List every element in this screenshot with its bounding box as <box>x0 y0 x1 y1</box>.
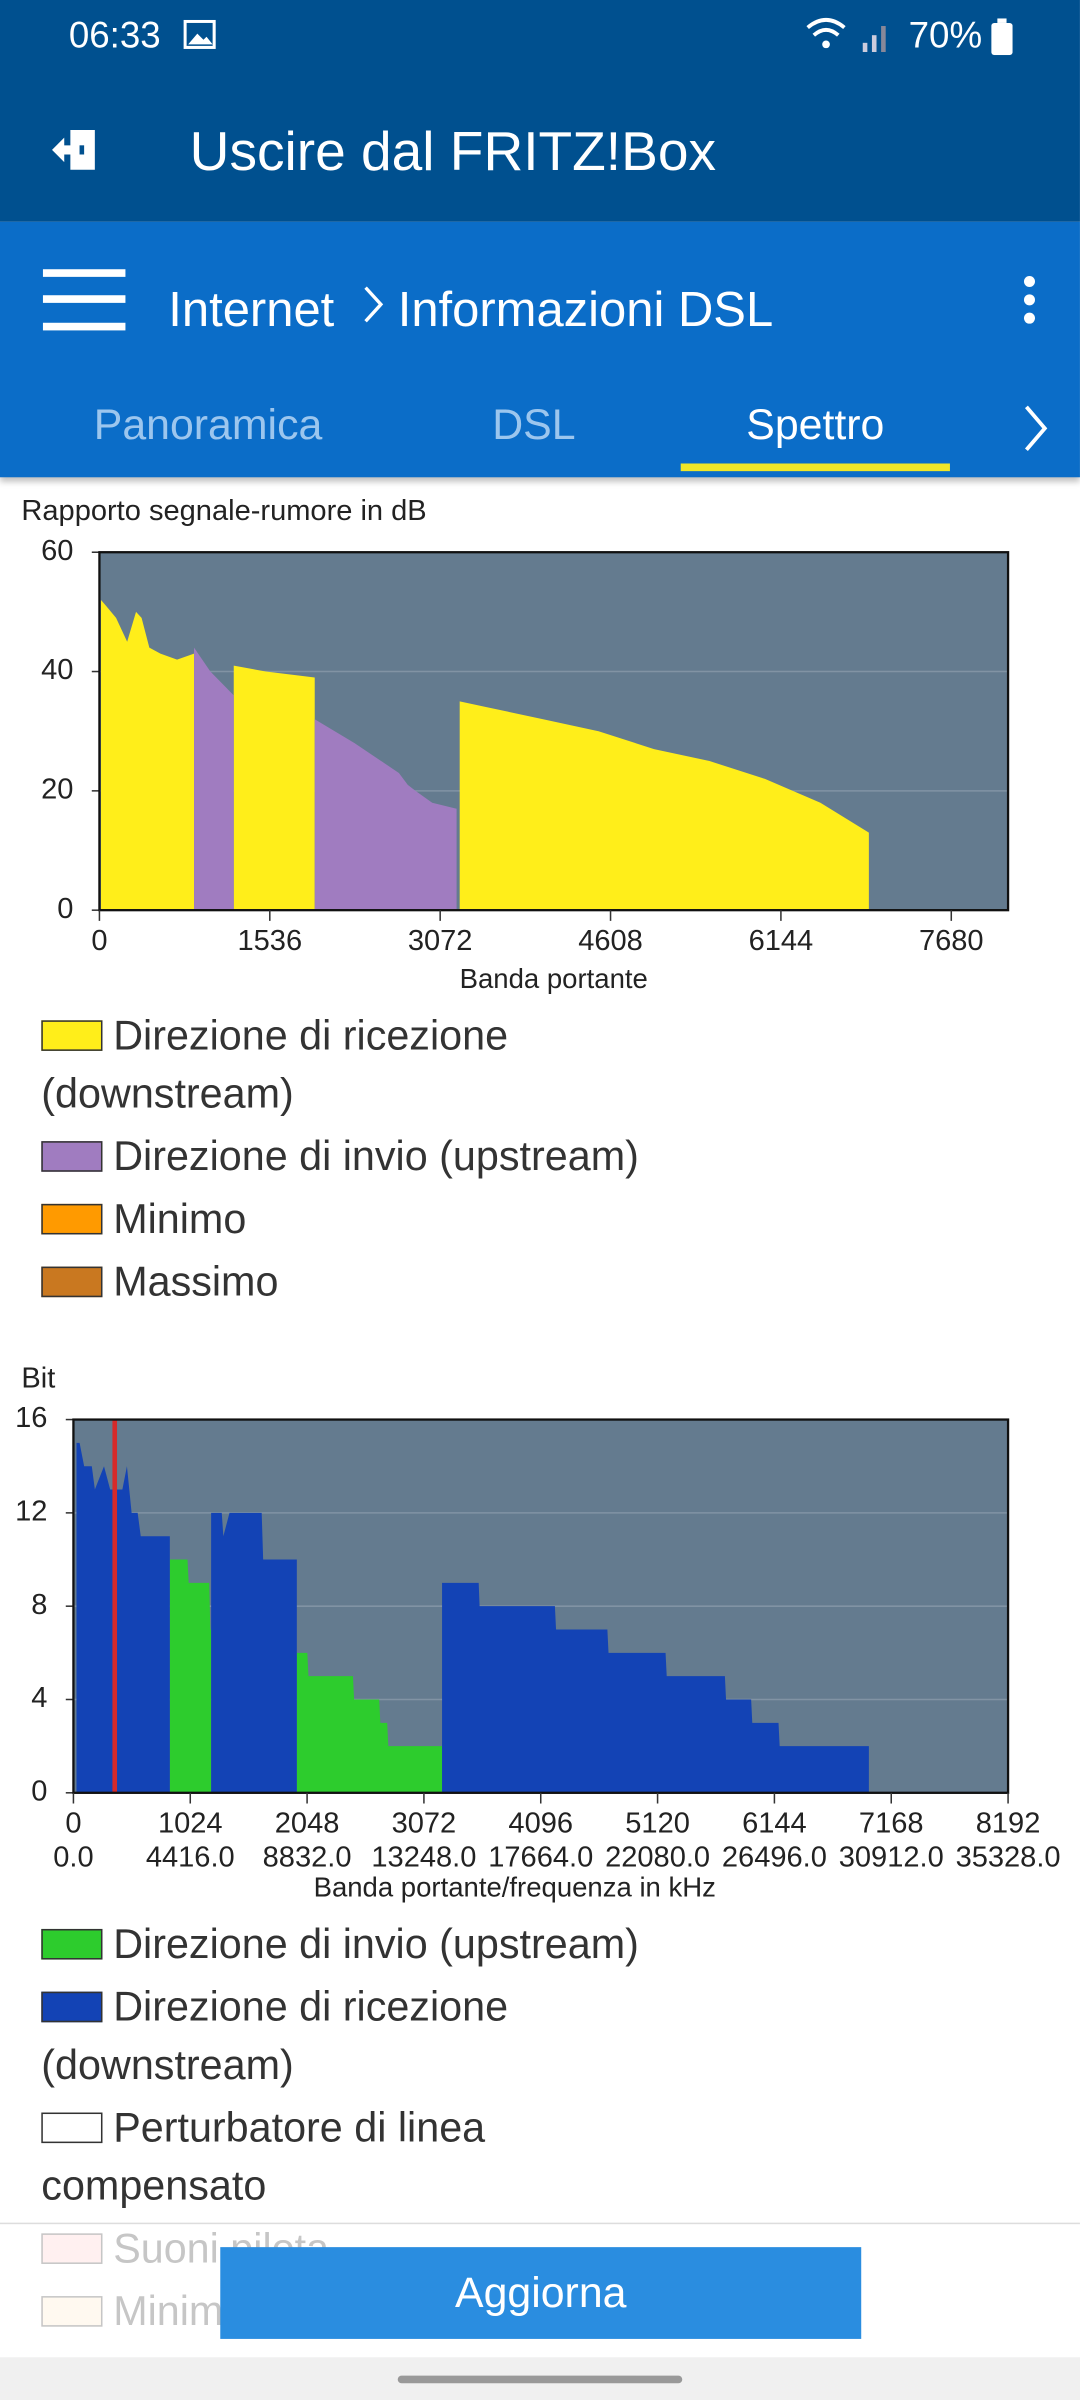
nav-bar <box>0 221 1080 478</box>
x-tick-label: 0 <box>65 1808 81 1840</box>
x-tick-label: 3072 <box>392 1808 457 1840</box>
y-axis-label: Rapporto segnale-rumore in dB <box>21 495 426 527</box>
legend-item: Direzione di invio (upstream) <box>41 1915 714 1973</box>
x2-tick-label: 26496.0 <box>722 1841 827 1873</box>
x2-tick-label: 30912.0 <box>839 1841 944 1873</box>
x-axis-label: Banda portante <box>460 963 648 994</box>
x-axis-label: Banda portante/frequenza in kHz <box>314 1871 716 1902</box>
x2-tick-label: 17664.0 <box>488 1841 593 1873</box>
legend-swatch <box>41 1020 103 1051</box>
x-tick-label: 0 <box>91 925 107 957</box>
x-tick-label: 1536 <box>237 925 302 957</box>
y-tick-label: 20 <box>41 774 73 806</box>
home-handle[interactable] <box>397 2375 683 2384</box>
y-tick-label: 60 <box>41 535 73 567</box>
tab[interactable]: DSL <box>492 400 576 449</box>
area-series <box>100 599 869 911</box>
signal-icons <box>806 17 886 53</box>
legend-label: Massimo <box>113 1258 279 1305</box>
legend-label: Direzione di ricezione (downstream) <box>41 1012 509 1117</box>
tab-indicator <box>680 463 950 472</box>
y-tick-label: 16 <box>15 1402 47 1434</box>
more-icon[interactable] <box>1019 275 1040 327</box>
x-tick-label: 7680 <box>919 925 984 957</box>
legend-item: Direzione di ricezione (downstream) <box>41 1007 714 1123</box>
area-series <box>194 647 457 911</box>
x-tick-label: 7168 <box>859 1808 924 1840</box>
x2-tick-label: 0.0 <box>53 1841 93 1873</box>
gallery-icon <box>183 19 216 49</box>
plot-border <box>98 551 1010 912</box>
x-tick-label: 3072 <box>408 925 473 957</box>
legend-label: Minimo <box>113 1196 247 1243</box>
menu-icon[interactable] <box>42 268 129 332</box>
breadcrumb-current: Informazioni DSL <box>397 281 774 337</box>
legend-swatch <box>41 1928 103 1960</box>
x2-tick-label: 13248.0 <box>371 1841 476 1873</box>
legend-label: Perturbatore di linea compensato <box>41 2104 486 2209</box>
y-tick-label: 12 <box>15 1496 47 1528</box>
y-tick-label: 0 <box>57 893 73 925</box>
x-tick-label: 4608 <box>578 925 643 957</box>
header-title[interactable]: Uscire dal FRITZ!Box <box>189 119 716 183</box>
y-tick-label: 4 <box>31 1682 47 1714</box>
legend-item: Minimo <box>41 1190 714 1248</box>
legend-item: Perturbatore di linea compensato <box>41 2099 714 2215</box>
legend-swatch <box>41 1203 103 1235</box>
status-time: 06:33 <box>68 15 161 57</box>
tab[interactable]: Panoramica <box>93 400 323 449</box>
exit-icon[interactable] <box>49 125 101 174</box>
x2-tick-label: 8832.0 <box>263 1841 352 1873</box>
legend-item: Massimo <box>41 1253 714 1311</box>
x-tick-label: 4096 <box>508 1808 573 1840</box>
legend: Direzione di ricezione (downstream) Direz… <box>41 1007 714 1316</box>
status-battery: 70% <box>908 15 983 57</box>
y-axis-label: Bit <box>21 1362 55 1394</box>
battery-icon <box>991 18 1013 56</box>
legend-item: Direzione di ricezione (downstream) <box>41 1978 714 2094</box>
breadcrumb-chevron <box>364 286 384 323</box>
x2-tick-label: 4416.0 <box>146 1841 235 1873</box>
breadcrumb-root[interactable]: Internet <box>168 281 335 337</box>
tabs-next[interactable] <box>1020 404 1051 453</box>
legend-item: Direzione di invio (upstream) <box>41 1127 714 1185</box>
x-tick-label: 2048 <box>275 1808 340 1840</box>
tab[interactable]: Spettro <box>746 400 885 449</box>
area-series <box>76 1442 869 1793</box>
area-series <box>169 1559 443 1793</box>
x2-tick-label: 35328.0 <box>956 1841 1061 1873</box>
x2-tick-label: 22080.0 <box>605 1841 710 1873</box>
legend-swatch <box>41 2112 103 2143</box>
x-tick-label: 1024 <box>158 1808 223 1840</box>
x-tick-label: 5120 <box>625 1808 690 1840</box>
x-tick-label: 8192 <box>976 1808 1041 1840</box>
y-tick-label: 0 <box>31 1775 47 1807</box>
legend-swatch <box>41 1991 103 2023</box>
legend-swatch <box>41 1140 103 1172</box>
y-tick-label: 40 <box>41 654 73 686</box>
legend-label: Direzione di ricezione (downstream) <box>41 1984 509 2089</box>
x-tick-label: 6144 <box>749 925 814 957</box>
legend-swatch <box>41 1266 103 1297</box>
refresh-button[interactable]: Aggiorna <box>220 2247 862 2339</box>
y-tick-label: 8 <box>31 1589 47 1621</box>
legend-label: Direzione di invio (upstream) <box>113 1921 639 1968</box>
top-bar <box>0 0 1080 222</box>
legend-label: Direzione di invio (upstream) <box>113 1133 639 1180</box>
x-tick-label: 6144 <box>742 1808 807 1840</box>
